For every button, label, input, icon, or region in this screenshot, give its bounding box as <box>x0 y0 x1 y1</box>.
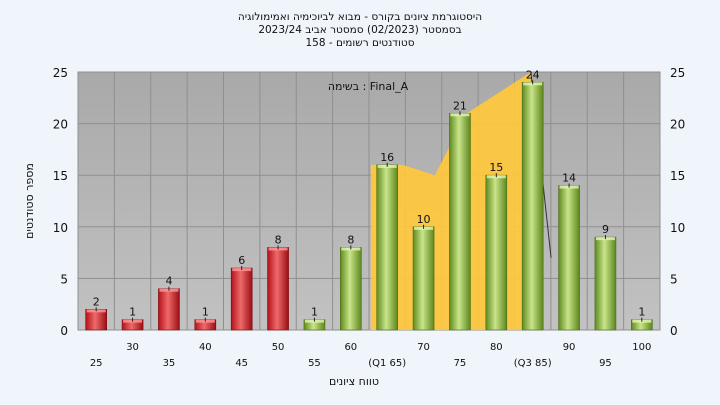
y-tick-label-right: 10 <box>670 221 685 235</box>
bar-65 <box>376 164 398 331</box>
x-tick-label: 100 <box>632 342 651 353</box>
x-tick-label: 75 <box>454 358 467 369</box>
bar-value-label: 8 <box>347 233 354 246</box>
y-tick-label-left: 20 <box>53 118 68 132</box>
y-tick-label-left: 5 <box>60 272 68 286</box>
bar-value-label: 14 <box>562 172 576 185</box>
bar-45 <box>230 267 253 331</box>
y-tick-label-right: 5 <box>670 272 678 286</box>
x-tick-label: (Q3 85) <box>514 358 552 369</box>
y-tick-label-left: 10 <box>53 221 68 235</box>
bar-value-label: 24 <box>526 68 540 81</box>
y-axis-title: מספר סטודנטים <box>23 163 36 239</box>
x-tick-label: 25 <box>90 358 103 369</box>
bar-value-label: 16 <box>380 151 394 164</box>
bar-value-label: 1 <box>311 306 318 319</box>
bar-value-label: 9 <box>602 223 609 236</box>
y-tick-label-right: 15 <box>670 169 685 183</box>
chart-title-line-3: סטודנטים רשומים - 158 <box>305 37 415 49</box>
bar-70 <box>412 226 435 331</box>
bar-value-label: 1 <box>202 306 209 319</box>
x-tick-label: 45 <box>235 358 248 369</box>
bar-value-label: 1 <box>638 306 645 319</box>
bar-75 <box>449 112 471 331</box>
chart-title-line-1: היסטוגרמת ציונים בקורס - מבוא לביוכימיה … <box>237 11 483 23</box>
chart-title-line-2: בסמסטר (02/2023) סמסטר אביב 2023/24 <box>258 24 462 36</box>
y-tick-label-left: 25 <box>53 66 68 80</box>
y-tick-label-right: 0 <box>670 324 678 338</box>
bar-value-label: 10 <box>417 213 431 226</box>
x-tick-label: 95 <box>599 358 612 369</box>
bar-value-label: 15 <box>489 161 503 174</box>
bar-95 <box>594 236 617 331</box>
x-tick-label: 90 <box>563 342 576 353</box>
chart-annotation: בשימה : Final_A <box>328 80 409 93</box>
x-tick-label: 30 <box>126 342 139 353</box>
x-tick-label: 60 <box>344 342 357 353</box>
x-tick-label: 55 <box>308 358 321 369</box>
x-tick-label: 50 <box>272 342 285 353</box>
bar-value-label: 6 <box>238 254 245 267</box>
bar-80 <box>485 174 508 331</box>
x-tick-label: 70 <box>417 342 430 353</box>
x-tick-label: 35 <box>163 358 176 369</box>
bar-value-label: 8 <box>275 233 282 246</box>
bar-value-label: 21 <box>453 99 467 112</box>
bar-90 <box>558 185 580 331</box>
bar-85 <box>521 82 544 331</box>
x-tick-label: 80 <box>490 342 503 353</box>
y-tick-label-right: 25 <box>670 66 685 80</box>
x-tick-label: (Q1 65) <box>368 358 406 369</box>
x-axis-title: טווח ציונים <box>329 375 379 388</box>
bar-50 <box>267 247 289 331</box>
bar-value-label: 4 <box>165 275 172 288</box>
bar-25 <box>85 309 107 331</box>
x-tick-label: 40 <box>199 342 212 353</box>
y-tick-label-right: 20 <box>670 118 685 132</box>
bar-value-label: 1 <box>129 306 136 319</box>
bar-value-label: 2 <box>93 295 100 308</box>
y-tick-label-left: 0 <box>60 324 68 338</box>
bar-60 <box>340 247 362 331</box>
bar-35 <box>158 288 180 331</box>
y-tick-label-left: 15 <box>53 169 68 183</box>
